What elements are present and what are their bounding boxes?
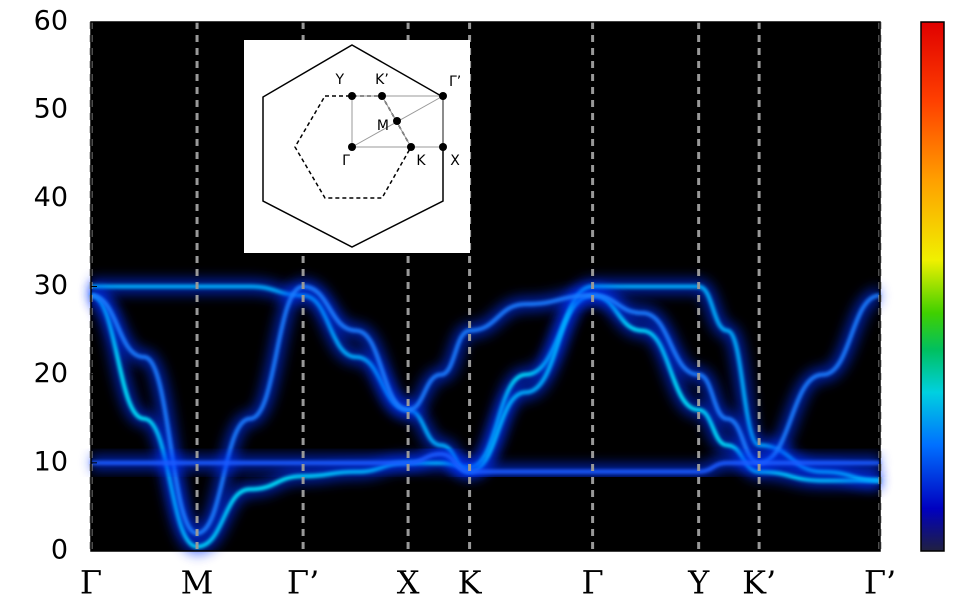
x-tick-label: M [181, 564, 214, 602]
x-tick-label: Y [687, 564, 710, 602]
y-tick-label: 20 [34, 358, 68, 389]
inset-label: Γ [342, 153, 350, 169]
y-tick-label: 10 [34, 446, 68, 477]
x-tick-label: Γ [80, 564, 102, 602]
color-bar [921, 22, 944, 551]
inset-point [407, 143, 415, 151]
inset-point [348, 92, 356, 100]
inset-point [348, 143, 356, 151]
y-tick-label: 0 [51, 535, 68, 566]
inset-label: M [377, 118, 389, 134]
inset-label: Y [334, 72, 344, 88]
inset-label: Γ’ [449, 74, 461, 90]
x-tick-label: K’ [742, 564, 776, 602]
brillouin-zone-inset: Y K’ Γ’ M Γ K X [244, 40, 470, 253]
x-tick-label: Γ [582, 564, 604, 602]
x-tick-label: X [397, 564, 420, 602]
inset-point [439, 92, 447, 100]
x-tick-label: Γ’ [287, 564, 319, 602]
chart: YK’Γ’MΓKX 0102030405060ΓMΓ’XKΓYK’Γ’ [0, 0, 958, 604]
inset-label: K’ [375, 72, 389, 88]
y-tick-label: 40 [34, 182, 68, 213]
page: {"chart_data": { "type": "line", "xlim":… [0, 0, 958, 604]
inset-label: K [416, 153, 426, 169]
x-tick-label: K [458, 564, 483, 602]
inset-point [393, 117, 401, 125]
inset-point [439, 143, 447, 151]
inset-label: X [450, 153, 460, 169]
inset-point [378, 92, 386, 100]
y-tick-label: 50 [34, 94, 68, 125]
y-tick-label: 30 [34, 270, 68, 301]
y-tick-label: 60 [34, 6, 68, 37]
x-tick-label: Γ’ [864, 564, 896, 602]
